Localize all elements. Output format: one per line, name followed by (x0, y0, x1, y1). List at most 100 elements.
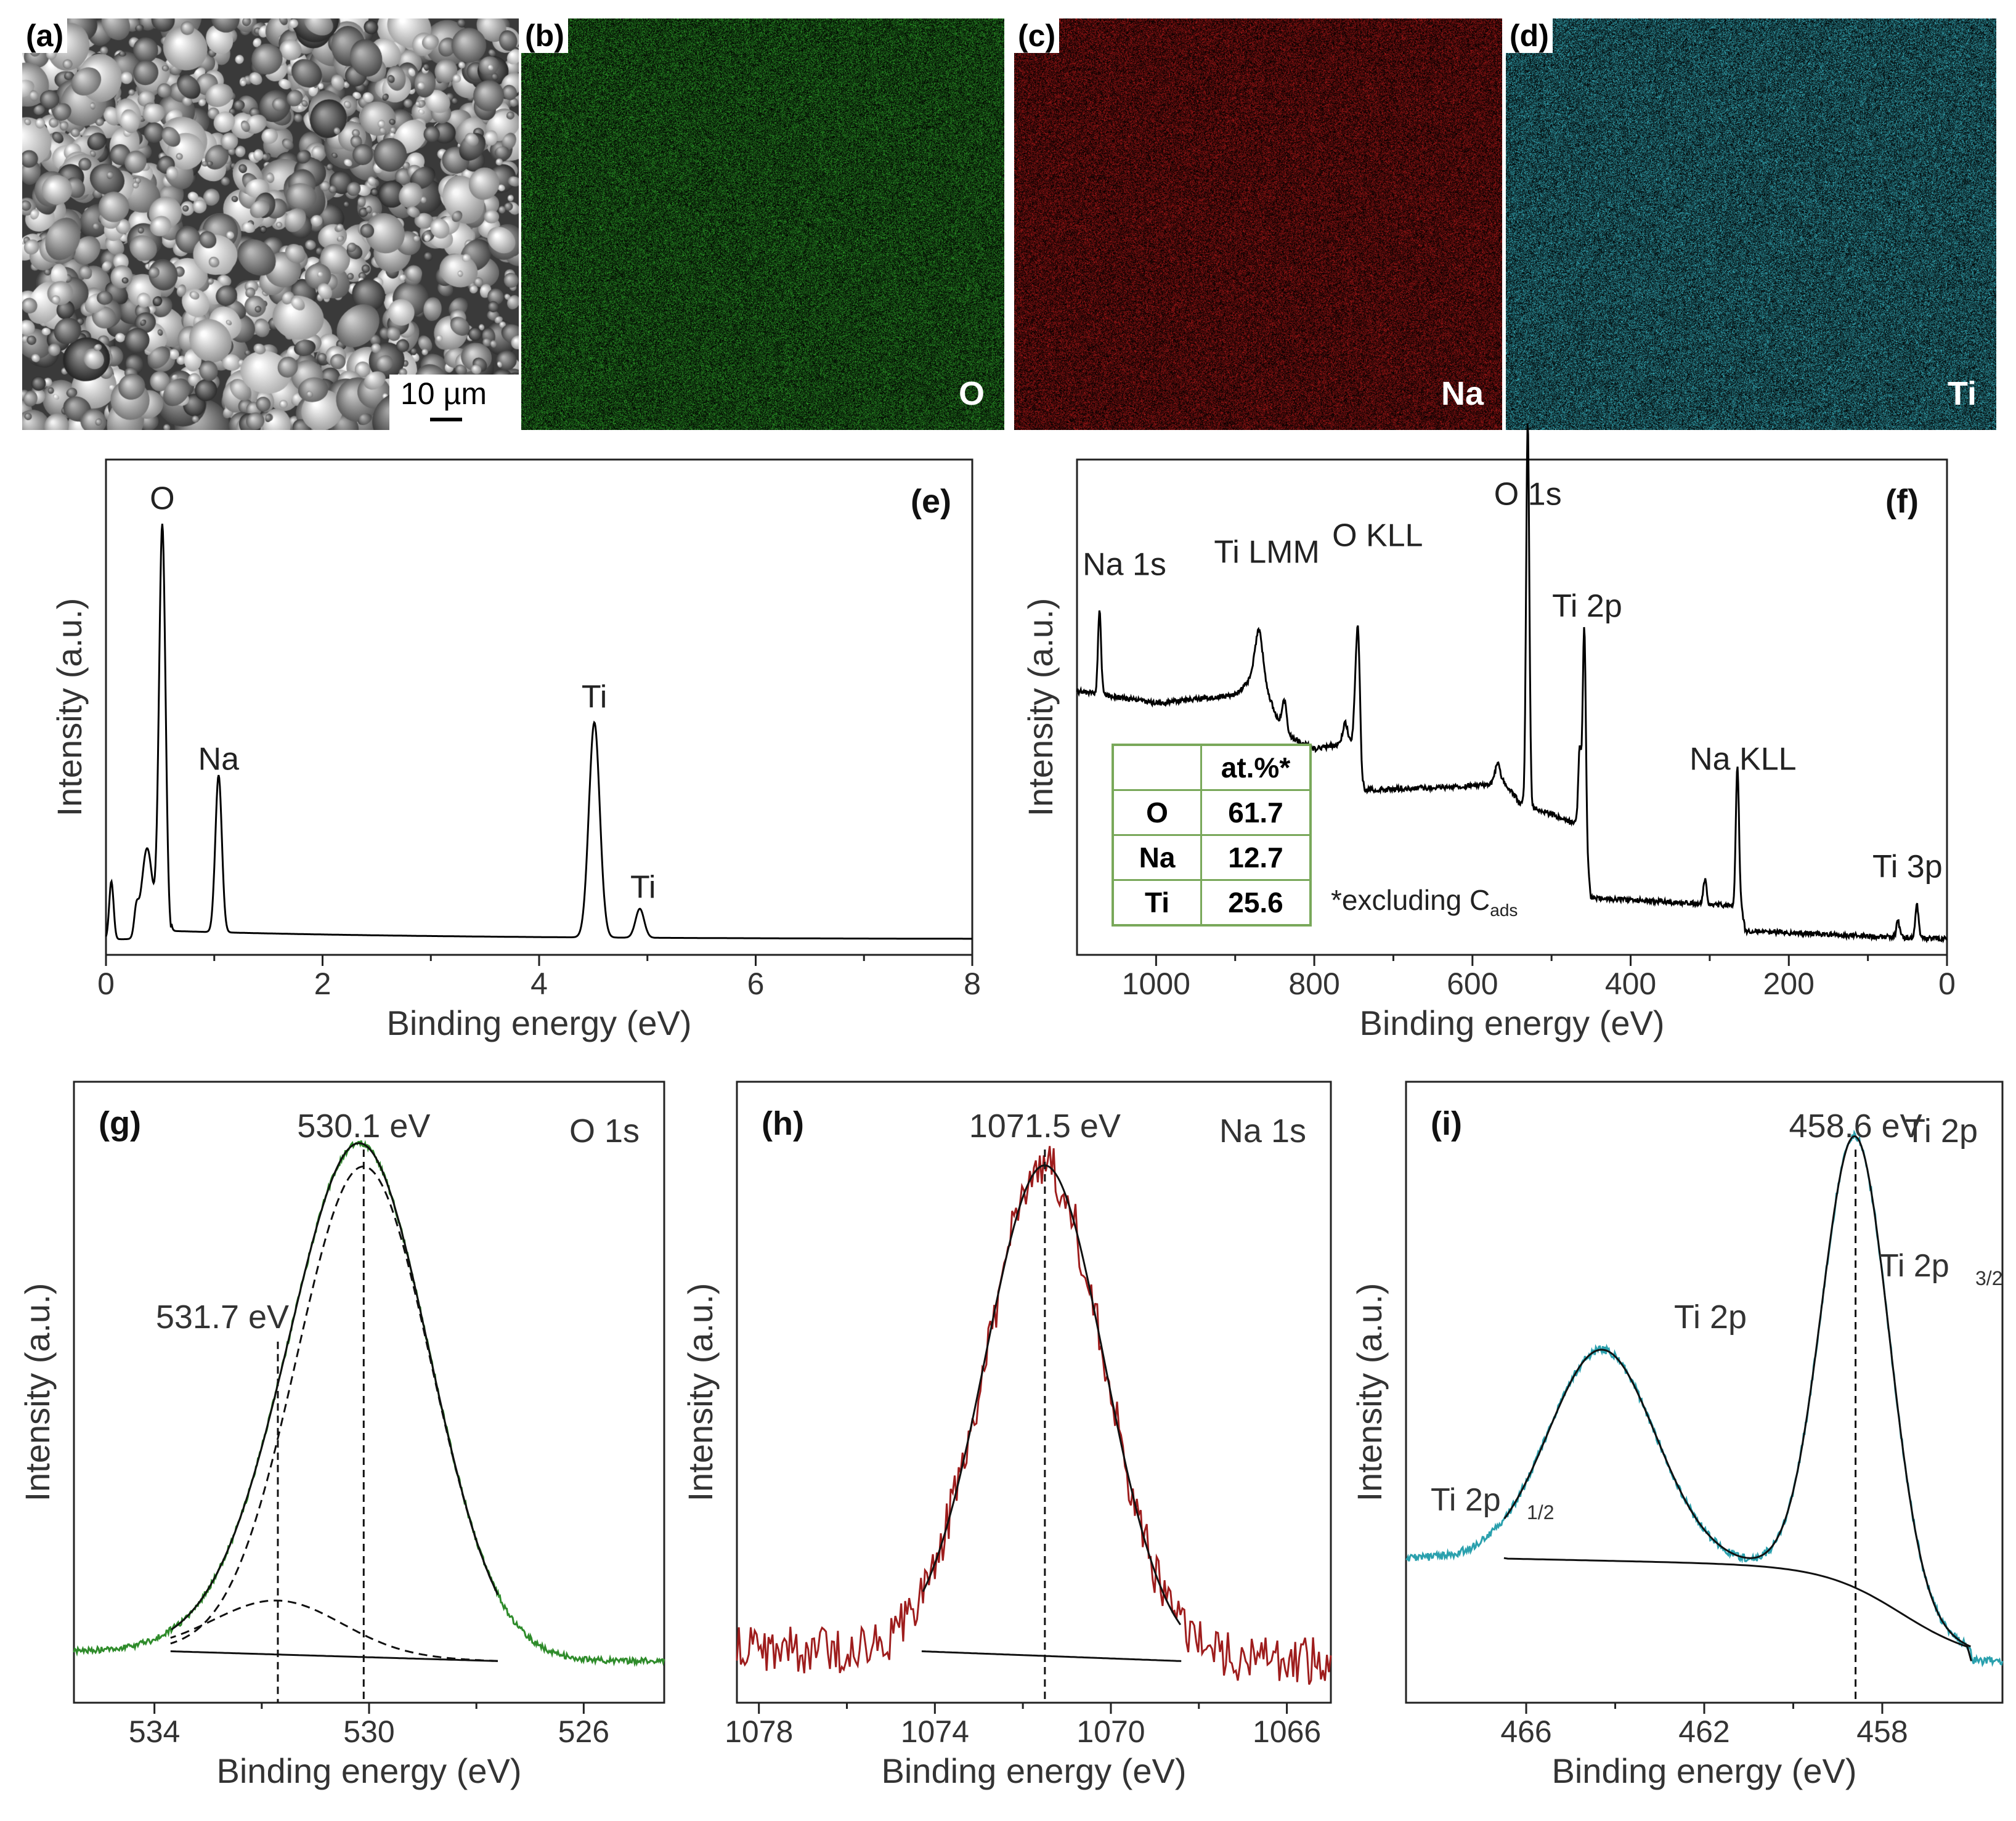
table-footnote-text: *excluding C (1331, 884, 1490, 916)
table-element: O (1112, 789, 1202, 836)
eds-map-o (521, 18, 1004, 430)
region-center-label: Ti 2p (1674, 1299, 1747, 1336)
background-line (1503, 1557, 1972, 1661)
x-tick-label: 0 (97, 967, 115, 1001)
x-tick-label: 526 (558, 1714, 609, 1749)
x-axis-label: Binding energy (eV) (217, 1751, 522, 1790)
table-header-blank (1112, 744, 1202, 791)
plot-frame (736, 1081, 1332, 1704)
region-label: O 1s (569, 1113, 640, 1150)
table-value: 25.6 (1200, 879, 1312, 927)
table-footnote: *excluding Cads (1331, 883, 1518, 920)
peak-position-label: 530.1 eV (297, 1108, 430, 1145)
peak-annotation: Na 1s (1083, 547, 1166, 583)
panel-label-g: (g) (99, 1105, 141, 1142)
x-tick-label: 800 (1288, 967, 1339, 1001)
panel-label-d: (d) (1506, 18, 1553, 53)
x-tick-label: 534 (129, 1714, 180, 1749)
x-tick-label: 1070 (1076, 1714, 1145, 1749)
table-row: Ti 25.6 (1112, 879, 1312, 927)
eds-map-o-panel: (b) O (521, 18, 1004, 430)
data-trace (1405, 1129, 2004, 1668)
peak-annotation: Ti (582, 679, 607, 715)
x-tick-label: 400 (1605, 967, 1656, 1001)
x-tick-label: 2 (314, 967, 331, 1001)
fit-component (170, 1166, 499, 1645)
x-tick-label: 1074 (901, 1714, 969, 1749)
peak-annotation: Ti 2p (1552, 588, 1622, 624)
panel-label-c: (c) (1014, 18, 1060, 53)
region-label: Ti 2p (1905, 1113, 1978, 1150)
x-tick-label: 1078 (725, 1714, 793, 1749)
region-label: Na 1s (1219, 1113, 1306, 1150)
y-axis-label: Intensity (a.u.) (50, 598, 89, 817)
y-axis-label: Intensity (a.u.) (1021, 598, 1060, 817)
table-footnote-sub: ads (1490, 901, 1518, 920)
fit-envelope (922, 1164, 1182, 1626)
chart-f: 1000 800 600 400 200 0 Binding energy (eV) Inte… (1021, 423, 1956, 1042)
peak-position-label: 458.6 eV (1789, 1108, 1922, 1145)
component-label-sub: 1/2 (1527, 1501, 1554, 1523)
peak-annotation: Ti (630, 869, 656, 905)
element-label-ti: Ti (1947, 375, 1977, 412)
x-axis-label: Binding energy (eV) (1552, 1751, 1857, 1790)
eds-map-na (1014, 18, 1502, 430)
fit-envelope (1503, 1135, 1972, 1648)
peak-annotation: Ti LMM (1214, 535, 1319, 570)
x-tick-label: 600 (1447, 967, 1498, 1001)
peak-position-label: 531.7 eV (156, 1299, 289, 1336)
plot-frame (73, 1081, 665, 1704)
x-axis-label: Binding energy (eV) (882, 1751, 1187, 1790)
component-label-1-2: Ti 2p (1431, 1482, 1501, 1518)
x-tick-label: 0 (1938, 967, 1956, 1001)
x-tick-label: 466 (1500, 1714, 1551, 1749)
table-row: O 61.7 (1112, 789, 1312, 836)
panel-label-a: (a) (22, 18, 68, 53)
peak-annotation: O 1s (1494, 477, 1562, 513)
peak-annotation: Na KLL (1689, 741, 1796, 777)
x-axis-label: Binding energy (eV) (387, 1004, 692, 1042)
peak-annotation: Na (198, 741, 240, 777)
background-line (170, 1650, 498, 1662)
plot-frame (1405, 1081, 2004, 1704)
x-axis-label: Binding energy (eV) (1360, 1004, 1665, 1042)
table-value: 12.7 (1200, 834, 1312, 881)
eds-map-ti-panel: (d) Ti (1506, 18, 1996, 430)
panel-label-i: (i) (1431, 1105, 1462, 1142)
background-line (921, 1650, 1182, 1662)
x-tick-label: 6 (747, 967, 765, 1001)
x-tick-label: 530 (343, 1714, 394, 1749)
chart-g: 534 530 526 Binding energy (eV) Intensity (a… (18, 1081, 665, 1790)
peak-position-label: 1071.5 eV (969, 1108, 1121, 1145)
x-tick-label: 462 (1678, 1714, 1729, 1749)
composition-table: at.%* O 61.7 Na 12.7 Ti 25.6 (1112, 744, 1312, 927)
data-trace (73, 1140, 665, 1668)
chart-h: 1078 1074 1070 1066 Binding energy (eV) Inten… (681, 1081, 1332, 1790)
peak-annotation: O KLL (1332, 518, 1423, 554)
y-axis-label: Intensity (a.u.) (18, 1283, 57, 1502)
fit-component (170, 1599, 498, 1662)
eds-map-na-panel: (c) Na (1014, 18, 1502, 430)
x-tick-label: 200 (1763, 967, 1815, 1001)
table-value: 61.7 (1200, 789, 1312, 836)
x-tick-label: 458 (1856, 1714, 1908, 1749)
table-element: Ti (1112, 879, 1202, 927)
panel-label-f: (f) (1885, 483, 1919, 520)
table-row: Na 12.7 (1112, 834, 1312, 881)
y-axis-label: Intensity (a.u.) (1350, 1283, 1389, 1502)
x-tick-label: 1000 (1122, 967, 1190, 1001)
plot-frame (1076, 458, 1948, 956)
plot-frame (105, 458, 973, 956)
sem-image (22, 18, 519, 430)
spectrum-line (105, 524, 972, 941)
spectrum-line (1076, 423, 1948, 944)
fit-envelope (171, 1142, 498, 1631)
sem-image-panel: (a) 10 µm (22, 18, 519, 430)
scale-bar-label: 10 µm (400, 376, 487, 411)
x-tick-label: 8 (964, 967, 981, 1001)
y-axis-label: Intensity (a.u.) (681, 1283, 720, 1502)
peak-annotation: Ti 3p (1872, 849, 1943, 885)
scale-bar (430, 418, 462, 421)
panel-label-e: (e) (911, 483, 951, 520)
